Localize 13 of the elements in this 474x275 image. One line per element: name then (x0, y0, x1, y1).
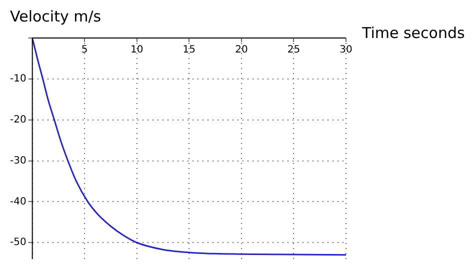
x-tick-label: 15 (182, 44, 196, 56)
x-axis-title: Time seconds (361, 24, 465, 42)
y-tick-label: -50 (10, 237, 26, 248)
x-tick-label: 30 (340, 44, 352, 56)
x-tick-label: 5 (81, 44, 88, 56)
y-tick-label: -30 (10, 155, 26, 166)
y-tick-label: -10 (10, 74, 26, 85)
x-tick-label: 10 (130, 44, 144, 56)
x-tick-label: 25 (287, 44, 300, 56)
y-axis-title: Velocity m/s (10, 7, 102, 26)
y-tick-label: -20 (10, 114, 26, 126)
x-tick-label: 20 (235, 44, 248, 56)
y-tick-label: -40 (10, 196, 26, 208)
